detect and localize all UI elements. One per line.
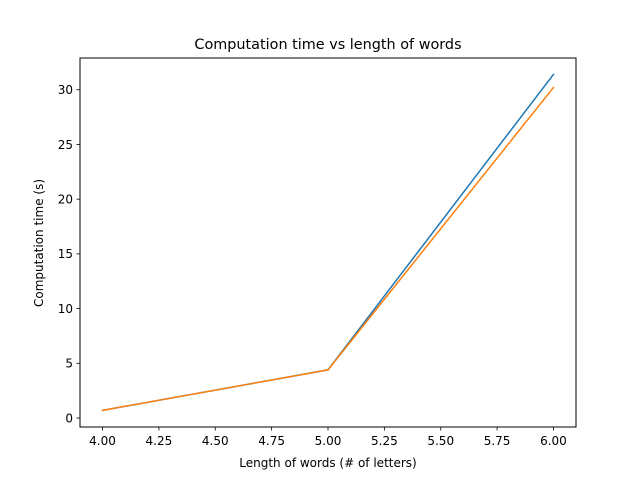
- y-tick-label: 0: [65, 411, 73, 425]
- x-axis-title: Length of words (# of letters): [239, 456, 416, 470]
- x-tick-label: 4.00: [89, 434, 116, 448]
- y-tick-label: 10: [58, 302, 73, 316]
- x-axis-ticks: 4.00 4.25 4.50 4.75 5.00 5.25 5.50 5.75 6.00: [89, 427, 567, 448]
- y-tick-label: 30: [58, 83, 73, 97]
- x-tick-label: 5.25: [371, 434, 398, 448]
- series-layer: [101, 73, 555, 412]
- x-tick-label: 4.25: [146, 434, 173, 448]
- chart-title: Computation time vs length of words: [194, 37, 461, 53]
- y-tick-label: 5: [65, 357, 73, 371]
- y-tick-label: 15: [58, 247, 73, 261]
- series-line-2: [101, 86, 555, 412]
- y-tick-label: 25: [58, 138, 73, 152]
- x-tick-label: 4.50: [202, 434, 229, 448]
- x-tick-label: 5.75: [484, 434, 511, 448]
- x-tick-label: 5.50: [427, 434, 454, 448]
- y-axis-ticks: 0 5 10 15 20 25 30: [58, 83, 80, 425]
- x-tick-label: 4.75: [258, 434, 285, 448]
- y-axis-title: Computation time (s): [32, 179, 46, 307]
- x-tick-label: 6.00: [540, 434, 567, 448]
- y-tick-label: 20: [58, 192, 73, 206]
- x-tick-label: 5.00: [315, 434, 342, 448]
